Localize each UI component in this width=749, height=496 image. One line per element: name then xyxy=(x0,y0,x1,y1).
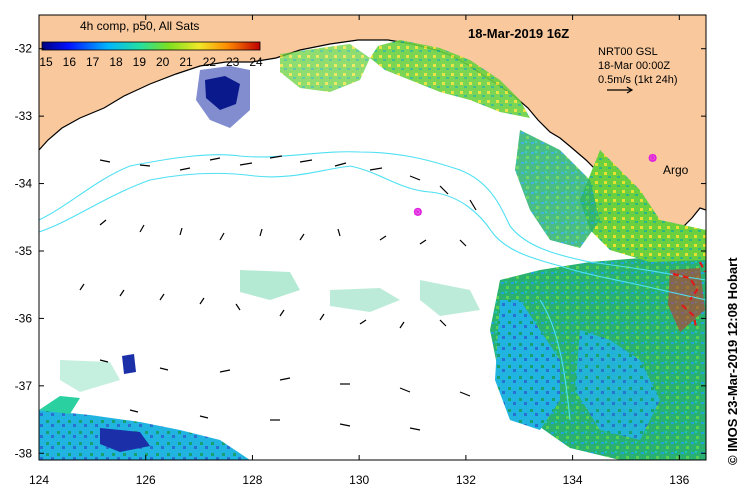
argo-float-marker xyxy=(413,207,422,216)
lon-label: 132 xyxy=(456,473,476,487)
legend-time: 18-Mar 00:00Z xyxy=(598,60,670,72)
colorbar-tick: 16 xyxy=(63,55,77,69)
glider-track xyxy=(672,261,706,329)
colorbar-tick: 18 xyxy=(109,55,123,69)
legend-model: NRT00 GSL xyxy=(598,46,658,58)
argo-label: Argo xyxy=(663,163,689,177)
map-title: 18-Mar-2019 16Z xyxy=(468,26,569,41)
colorbar-ticks: 15 16 17 18 19 20 21 22 23 24 xyxy=(39,55,263,69)
map-border xyxy=(38,14,707,461)
colorbar-tick: 19 xyxy=(133,55,147,69)
map-area xyxy=(39,15,706,460)
land-mass xyxy=(39,15,706,246)
lat-label: -35 xyxy=(15,244,33,258)
lon-label: 130 xyxy=(349,473,369,487)
current-vectors xyxy=(79,155,477,431)
lat-label: -33 xyxy=(15,109,33,123)
lat-label: -37 xyxy=(15,379,33,393)
bathymetry-contours xyxy=(39,151,706,421)
colorbar-title: 4h comp, p50, All Sats xyxy=(80,19,199,33)
colorbar-tick: 17 xyxy=(86,55,100,69)
longitude-labels: 124 126 128 130 132 134 136 xyxy=(29,15,690,487)
lat-label: -38 xyxy=(15,446,33,460)
colorbar-tick: 15 xyxy=(39,55,53,69)
lat-label: -32 xyxy=(15,42,33,56)
lon-label: 126 xyxy=(136,473,156,487)
latitude-labels: -32 -33 -34 -35 -36 -37 -38 xyxy=(15,42,706,460)
colorbar-tick: 21 xyxy=(179,55,193,69)
scale-arrow xyxy=(607,86,634,94)
lon-label: 124 xyxy=(29,473,49,487)
legend-scale: 0.5m/s (1kt 24h) xyxy=(598,74,677,86)
lon-label: 134 xyxy=(563,473,583,487)
colorbar-tick: 20 xyxy=(156,55,170,69)
colorbar-tick: 22 xyxy=(203,55,217,69)
colorbar-tick: 23 xyxy=(226,55,240,69)
lat-label: -36 xyxy=(15,311,33,325)
lon-label: 128 xyxy=(242,473,262,487)
argo-float-marker xyxy=(648,153,657,162)
sst-coverage xyxy=(39,40,706,460)
lat-label: -34 xyxy=(15,177,33,191)
colorbar-tick: 24 xyxy=(249,55,263,69)
credit-text: © IMOS 23-Mar-2019 12:08 Hobart xyxy=(725,257,740,465)
argo-floats xyxy=(413,153,657,216)
colorbar xyxy=(41,41,261,51)
lon-label: 136 xyxy=(669,473,689,487)
